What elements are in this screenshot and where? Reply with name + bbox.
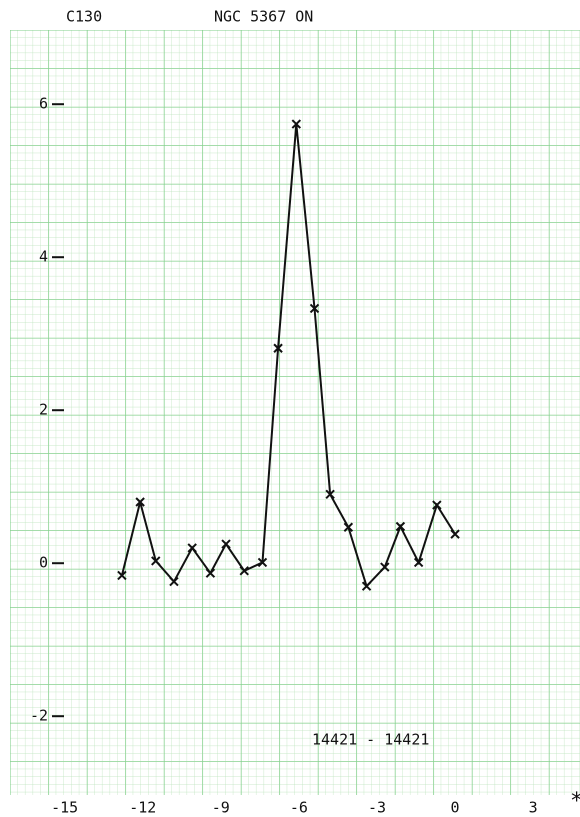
point-marker — [343, 522, 354, 532]
header-left: C130 — [66, 8, 102, 26]
point-marker — [413, 557, 424, 568]
point-marker — [291, 119, 302, 129]
point-marker — [221, 539, 231, 549]
point-marker — [135, 497, 145, 507]
y-tick-label: -2 — [30, 707, 48, 725]
y-tick-label: 0 — [39, 554, 48, 572]
y-tick-label: 6 — [39, 95, 48, 113]
x-tick-label: -3 — [368, 799, 386, 817]
point-marker — [361, 581, 372, 591]
series-line — [120, 123, 456, 589]
annotation: 14421 - 14421 — [312, 731, 429, 749]
x-tick-label: -12 — [129, 799, 156, 817]
point-marker — [432, 500, 442, 510]
point-marker — [273, 343, 283, 353]
point-marker — [187, 543, 197, 553]
point-marker — [325, 489, 335, 500]
point-marker — [257, 557, 268, 568]
point-marker — [117, 570, 127, 581]
point-marker — [205, 568, 216, 578]
y-tick-label: 2 — [39, 401, 48, 419]
x-tick-label: 0 — [451, 799, 460, 817]
x-tick-label: -6 — [290, 799, 308, 817]
point-marker — [239, 566, 249, 576]
x-tick-label: -15 — [51, 799, 78, 817]
point-marker — [450, 529, 460, 539]
corner-mark: * — [570, 789, 580, 814]
point-marker — [380, 562, 390, 572]
x-tick-label: -9 — [212, 799, 230, 817]
y-tick-label: 4 — [39, 248, 48, 266]
graph-paper — [10, 30, 580, 795]
point-marker — [395, 521, 406, 532]
point-marker — [169, 576, 179, 587]
point-marker — [151, 556, 161, 566]
chart-title: NGC 5367 ON — [214, 8, 313, 26]
x-tick-label: 3 — [529, 799, 538, 817]
point-marker — [309, 303, 320, 314]
